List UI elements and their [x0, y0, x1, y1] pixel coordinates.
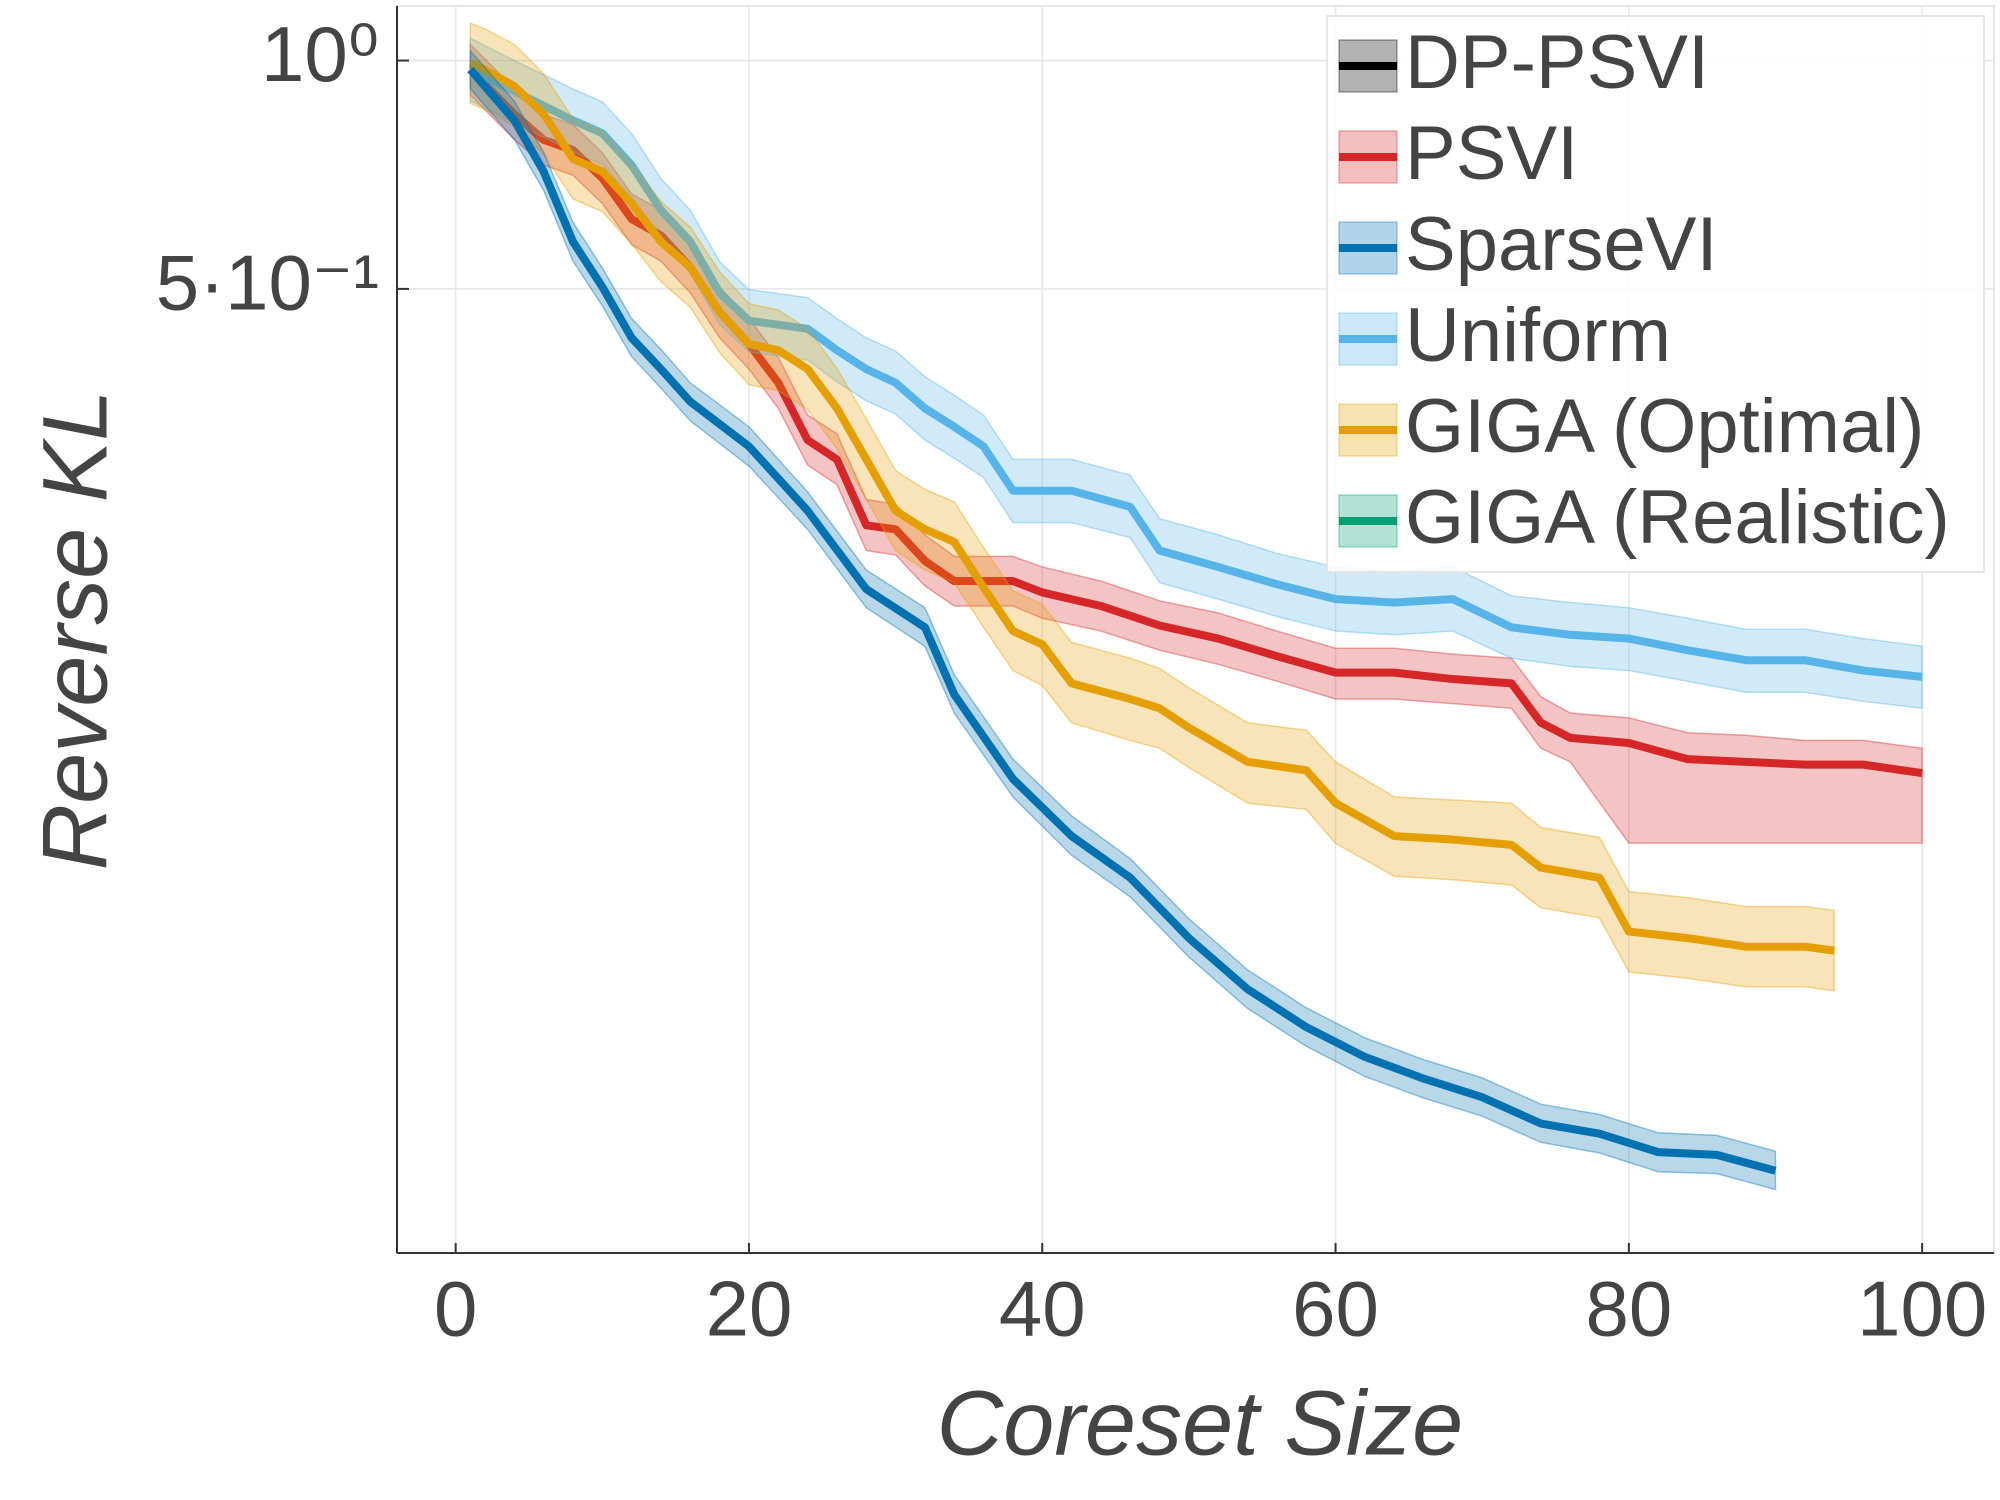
legend-label: DP-PSVI [1405, 20, 1709, 105]
y-axis-label: Reverse KL [24, 390, 126, 871]
legend-box [1326, 15, 1985, 573]
confidence-band [469, 48, 1777, 1191]
y-tick-label: 10⁰ [261, 10, 379, 98]
series-line [468, 59, 1835, 955]
legend-label: Uniform [1405, 293, 1671, 378]
x-axis-label: Coreset Size [937, 1372, 1464, 1474]
x-tick-label: 0 [434, 1265, 477, 1353]
confidence-band [469, 22, 1835, 992]
x-tick-label: 60 [1292, 1265, 1379, 1353]
x-tick-label: 40 [999, 1265, 1086, 1353]
legend-label: GIGA (Realistic) [1405, 475, 1950, 560]
x-tick-label: 20 [706, 1265, 793, 1353]
legend-label: GIGA (Optimal) [1405, 384, 1924, 469]
series-line [468, 65, 1923, 681]
x-tick-label: 80 [1585, 1265, 1672, 1353]
legend-label: PSVI [1405, 111, 1578, 196]
legend-label: SparseVI [1405, 202, 1718, 287]
y-tick-label: 5·10⁻¹ [156, 239, 379, 327]
x-tick-label: 100 [1857, 1265, 1987, 1353]
series-line [467, 66, 1777, 1175]
confidence-band [469, 37, 1923, 710]
